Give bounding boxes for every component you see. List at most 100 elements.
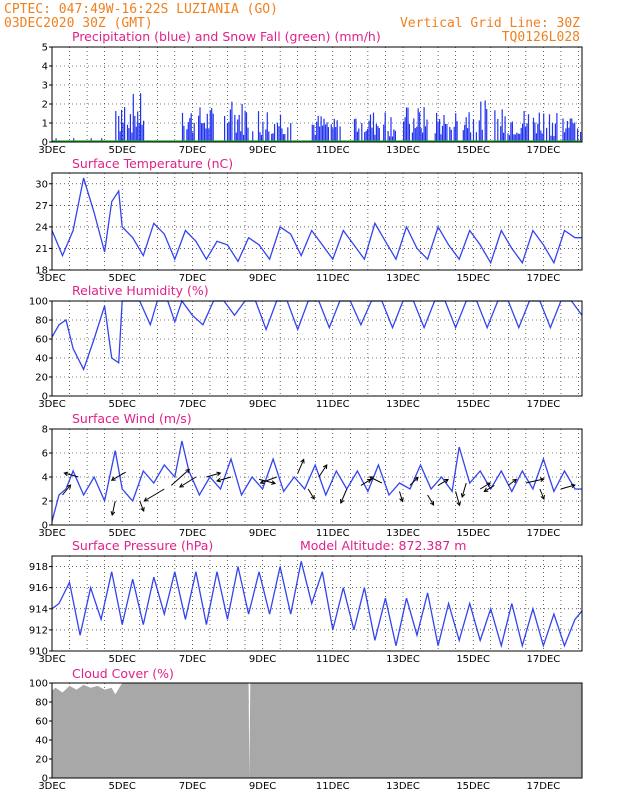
- temp-series-line: [51, 177, 582, 265]
- y-tick-label: 5: [42, 43, 48, 54]
- precip-bar: [374, 134, 376, 142]
- x-tick-label: 11DEC: [316, 781, 350, 792]
- precip-bar: [128, 128, 130, 142]
- precip-bar: [260, 135, 262, 142]
- precip-bar: [514, 134, 516, 142]
- y-tick-label: 30: [35, 179, 48, 190]
- x-tick-label: 9DEC: [249, 781, 276, 792]
- x-tick-label: 9DEC: [249, 654, 276, 665]
- precip-bar: [311, 124, 313, 142]
- precip-bar: [522, 123, 524, 142]
- header-line2: 03DEC2020 30Z (GMT): [4, 16, 153, 31]
- precip-bar: [314, 134, 316, 142]
- precip-bar: [517, 133, 519, 142]
- x-tick-label: 13DEC: [386, 654, 420, 665]
- precip-bar: [272, 133, 274, 142]
- precip-bar: [569, 118, 571, 142]
- panel-pressure: Surface Pressure (hPa) Model Altitude: 8…: [29, 538, 583, 665]
- x-tick-label: 7DEC: [179, 528, 206, 539]
- precip-bar: [121, 109, 123, 142]
- precip-bar: [481, 129, 483, 142]
- precip-bar: [240, 131, 242, 142]
- wind-arrow-head: [368, 476, 374, 481]
- precip-bar: [206, 113, 208, 142]
- precip-bar: [405, 107, 408, 142]
- x-tick-label: 3DEC: [38, 528, 65, 539]
- pres-subtitle: Model Altitude: 872.387 m: [300, 538, 466, 553]
- precip-bar: [565, 128, 567, 142]
- precip-bar: [369, 114, 372, 142]
- x-tick-label: 9DEC: [249, 273, 276, 284]
- precip-bar: [416, 126, 418, 142]
- precip-bar: [572, 123, 574, 142]
- precip-bar: [563, 132, 566, 142]
- y-tick-label: 912: [29, 625, 48, 636]
- precip-bar: [377, 126, 379, 142]
- x-tick-label: 5DEC: [109, 399, 136, 410]
- x-tick-label: 17DEC: [527, 781, 561, 792]
- precip-bar: [319, 126, 321, 142]
- precip-bar: [543, 113, 545, 142]
- precip-bar: [124, 107, 126, 142]
- wind-arrow-head: [444, 478, 449, 484]
- y-tick-label: 2: [42, 497, 48, 508]
- precip-bar: [419, 112, 421, 142]
- precip-bar: [383, 124, 385, 142]
- precip-bar: [484, 100, 486, 142]
- wind-arrow: [479, 482, 491, 490]
- precip-bar: [541, 133, 543, 142]
- precip-bar: [562, 118, 564, 142]
- precip-bar: [332, 128, 334, 142]
- y-tick-label: 20: [35, 755, 48, 766]
- precip-bar: [378, 128, 380, 142]
- precip-bar: [462, 130, 464, 142]
- precip-bar: [229, 109, 231, 142]
- precip-bar: [356, 131, 358, 142]
- precip-bar: [364, 132, 366, 142]
- precip-bar: [422, 132, 424, 142]
- wind-arrow: [560, 484, 576, 490]
- precip-bar: [231, 101, 233, 142]
- cloud-title: Cloud Cover (%): [72, 666, 174, 681]
- precip-bar: [226, 123, 229, 142]
- pres-series-line: [51, 561, 583, 649]
- x-tick-label: 9DEC: [249, 145, 276, 156]
- wind-arrow-head: [66, 484, 72, 489]
- precip-bar: [290, 123, 292, 142]
- precip-bar: [423, 107, 425, 142]
- precip-bar: [330, 124, 332, 142]
- precip-bar: [119, 131, 121, 142]
- precip-bar: [577, 128, 579, 142]
- precip-bar: [550, 135, 552, 142]
- x-tick-label: 13DEC: [386, 399, 420, 410]
- wind-arrow-head: [185, 468, 191, 474]
- precip-bar: [497, 119, 499, 142]
- y-tick-label: 4: [42, 473, 48, 484]
- y-tick-label: 80: [35, 316, 48, 327]
- precip-bar: [574, 122, 576, 142]
- precip-bar: [322, 125, 324, 142]
- wind-arrow: [206, 472, 221, 478]
- x-tick-label: 15DEC: [456, 781, 490, 792]
- x-tick-label: 3DEC: [38, 399, 65, 410]
- precip-bar: [455, 113, 457, 142]
- precip-bar: [389, 136, 391, 142]
- wind-arrow: [62, 484, 71, 496]
- precip-bar: [393, 129, 395, 142]
- precip-bar: [556, 113, 558, 142]
- precip-bar: [135, 126, 137, 142]
- precip-bar: [274, 123, 276, 142]
- precip-bar: [281, 128, 283, 142]
- precip-bar: [500, 126, 502, 142]
- precip-bar: [262, 121, 264, 142]
- precip-bar: [468, 112, 470, 142]
- x-tick-label: 15DEC: [456, 654, 490, 665]
- precip-bar: [237, 119, 239, 142]
- x-tick-label: 13DEC: [386, 273, 420, 284]
- precip-bar: [189, 118, 191, 142]
- precip-bar: [252, 131, 254, 142]
- precip-bar: [465, 117, 467, 142]
- wind-arrow-head: [143, 497, 149, 502]
- precip-bar: [235, 132, 237, 142]
- x-tick-label: 17DEC: [527, 399, 561, 410]
